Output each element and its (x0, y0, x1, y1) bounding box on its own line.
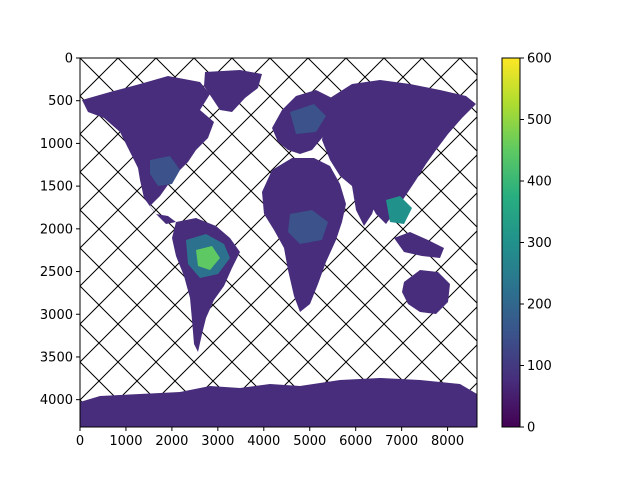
x-tick-label: 3000 (201, 434, 234, 449)
land-indonesia (394, 232, 444, 258)
y-tick-label: 4000 (40, 393, 73, 408)
x-tick-label: 1000 (109, 434, 142, 449)
x-tick-label: 8000 (431, 434, 464, 449)
y-tick-label: 2000 (40, 222, 73, 237)
x-tick-label: 0 (76, 434, 84, 449)
x-tick-label: 5000 (293, 434, 326, 449)
colorbar-tick-label: 300 (527, 236, 552, 251)
heatmap-image (80, 58, 477, 427)
land-australia (402, 270, 450, 314)
x-axis: 0 1000 2000 3000 4000 5000 6000 7000 8000 (76, 427, 464, 449)
colorbar-tick-label: 600 (527, 52, 552, 67)
y-tick-label: 1000 (40, 137, 73, 152)
x-tick-label: 6000 (339, 434, 372, 449)
highlight-southeast-asia (386, 196, 412, 224)
colorbar-tick-label: 0 (527, 421, 535, 436)
colorbar-axis: 0 100 200 300 400 500 600 (520, 52, 552, 436)
value-highlights (150, 104, 412, 278)
land-antarctica (80, 378, 477, 427)
y-tick-label: 3000 (40, 308, 73, 323)
land-greenland (204, 70, 262, 112)
highlight-europe (290, 104, 326, 134)
colorbar-tick-label: 400 (527, 175, 552, 190)
y-tick-label: 2500 (40, 265, 73, 280)
y-axis: 0 500 1000 1500 2000 2500 3000 3500 4000 (40, 52, 80, 408)
colorbar-tick-label: 100 (527, 359, 552, 374)
colorbar-tick-label: 200 (527, 298, 552, 313)
highlight-amazon-core (196, 246, 220, 270)
land-india (352, 184, 378, 226)
highlight-central-africa (288, 210, 328, 244)
y-tick-label: 1500 (40, 180, 73, 195)
y-tick-label: 500 (48, 94, 73, 109)
x-tick-label: 7000 (385, 434, 418, 449)
land-north-america (82, 76, 214, 224)
y-tick-label: 0 (65, 52, 73, 67)
colorbar (501, 57, 521, 428)
land-masses (80, 70, 477, 427)
highlight-eastern-north-america (150, 156, 180, 186)
colorbar-tick-label: 500 (527, 113, 552, 128)
y-tick-label: 3500 (40, 350, 73, 365)
x-tick-label: 4000 (247, 434, 280, 449)
x-tick-label: 2000 (155, 434, 188, 449)
axes-frame (79, 57, 478, 428)
